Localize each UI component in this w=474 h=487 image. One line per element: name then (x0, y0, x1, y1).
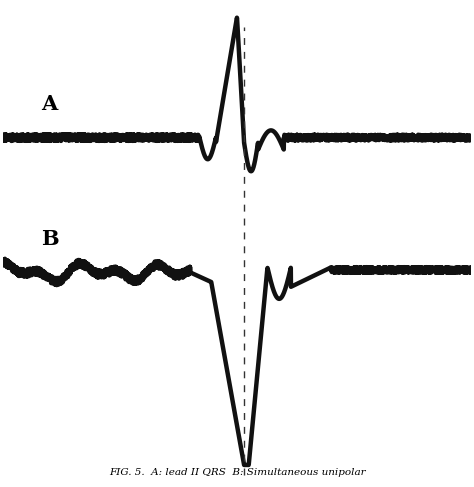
Text: FIG. 5.  A: lead II QRS  B: Simultaneous unipolar: FIG. 5. A: lead II QRS B: Simultaneous u… (109, 468, 365, 477)
Text: A: A (42, 94, 58, 114)
Text: B: B (41, 229, 58, 249)
